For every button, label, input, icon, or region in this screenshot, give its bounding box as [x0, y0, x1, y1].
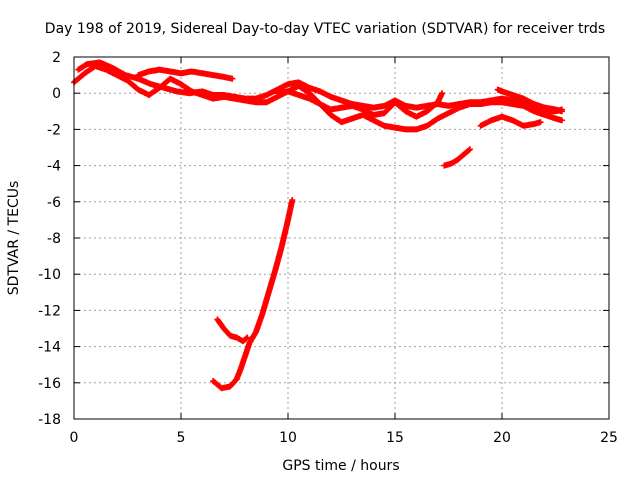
data-point [466, 146, 473, 153]
series-6 [477, 113, 544, 129]
x-tick-label: 10 [279, 430, 297, 446]
y-tick-label: -8 [47, 231, 61, 247]
x-axis-label: GPS time / hours [282, 458, 399, 474]
data-point [289, 196, 296, 203]
y-tick-label: -2 [47, 122, 61, 138]
x-tick-label: 15 [386, 430, 404, 446]
y-tick-label: -16 [38, 376, 61, 392]
data-point [558, 108, 565, 115]
y-tick-label: -4 [47, 159, 61, 175]
x-tick-label: 25 [600, 430, 618, 446]
series-9 [214, 316, 251, 345]
series-7 [441, 146, 473, 169]
data-point [537, 119, 544, 126]
series-4 [274, 88, 446, 120]
y-tick-label: -6 [47, 195, 61, 211]
chart-title: Day 198 of 2019, Sidereal Day-to-day VTE… [45, 21, 605, 37]
series-8 [210, 196, 296, 392]
x-tick-label: 5 [177, 430, 186, 446]
data-layer [71, 59, 565, 392]
x-tick-label: 0 [70, 430, 79, 446]
y-tick-label: -18 [38, 412, 61, 428]
x-tick-label: 20 [493, 430, 511, 446]
data-point [229, 75, 236, 82]
series-5 [494, 86, 565, 115]
y-tick-label: -10 [38, 267, 61, 283]
data-point [558, 117, 565, 124]
data-point [439, 90, 446, 97]
y-tick-label: -14 [38, 340, 61, 356]
y-axis-label: SDTVAR / TECUs [6, 181, 22, 296]
series-3 [135, 66, 236, 82]
y-tick-label: 2 [52, 50, 61, 66]
grid [74, 57, 609, 419]
y-tick-label: -12 [38, 303, 61, 319]
data-point [244, 334, 251, 341]
data-point [243, 335, 250, 342]
y-tick-label: 0 [52, 86, 61, 102]
data-point [465, 147, 472, 154]
